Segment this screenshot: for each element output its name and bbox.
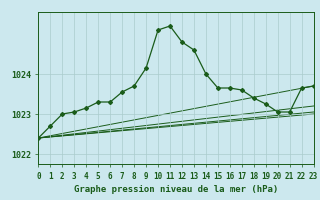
X-axis label: Graphe pression niveau de la mer (hPa): Graphe pression niveau de la mer (hPa)	[74, 185, 278, 194]
